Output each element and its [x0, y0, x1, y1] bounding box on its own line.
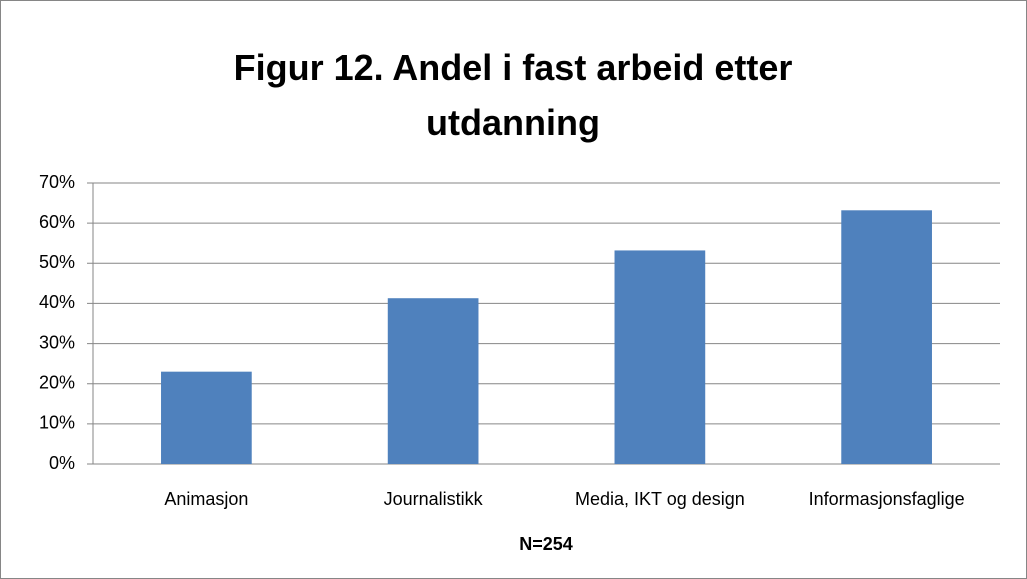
y-tick-label: 70%: [39, 172, 75, 192]
bar: [387, 298, 479, 464]
bar: [614, 250, 706, 464]
y-tick-label: 30%: [39, 332, 75, 352]
x-axis-label: N=254: [519, 534, 573, 554]
y-tick-label: 50%: [39, 252, 75, 272]
y-tick-label: 60%: [39, 212, 75, 232]
y-tick-label: 0%: [49, 453, 75, 473]
y-tick-label: 40%: [39, 292, 75, 312]
x-tick-label: Journalistikk: [384, 489, 484, 509]
bar: [841, 210, 932, 464]
x-tick-label: Animasjon: [164, 489, 248, 509]
y-tick-label: 20%: [39, 372, 75, 392]
y-tick-label: 10%: [39, 413, 75, 433]
bar: [161, 371, 252, 464]
x-tick-label: Media, IKT og design: [575, 489, 745, 509]
x-tick-label: Informasjonsfaglige: [809, 489, 965, 509]
chart-title: Figur 12. Andel i fast arbeid etter utda…: [233, 47, 793, 143]
